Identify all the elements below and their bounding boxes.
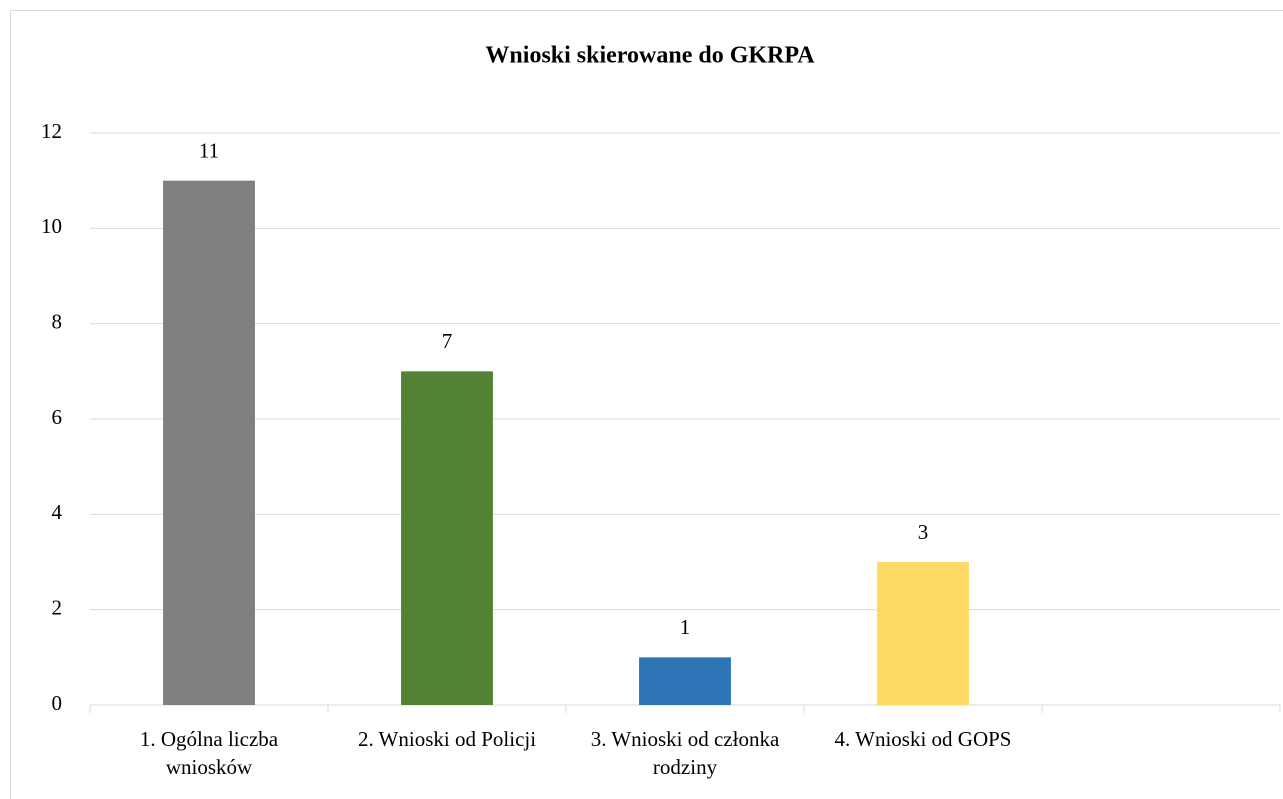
data-label: 3 bbox=[918, 520, 929, 544]
bar bbox=[639, 657, 731, 705]
bar bbox=[401, 371, 493, 705]
chart-title: Wnioski skierowane do GKRPA bbox=[485, 43, 815, 69]
x-tick-label: 4. Wnioski od GOPS bbox=[834, 727, 1012, 751]
y-tick-label: 4 bbox=[52, 500, 63, 524]
y-tick-label: 8 bbox=[52, 309, 63, 333]
bar bbox=[163, 180, 255, 705]
data-label: 7 bbox=[442, 329, 453, 353]
y-tick-label: 6 bbox=[52, 405, 63, 429]
y-tick-label: 2 bbox=[52, 595, 63, 619]
x-tick-label: 3. Wnioski od członka rodziny bbox=[590, 727, 780, 779]
x-tick-label: 2. Wnioski od Policji bbox=[357, 727, 537, 751]
data-label: 1 bbox=[680, 615, 691, 639]
y-tick-label: 0 bbox=[52, 691, 63, 715]
y-tick-label: 12 bbox=[41, 119, 62, 143]
data-label: 11 bbox=[199, 138, 219, 162]
y-tick-label: 10 bbox=[41, 214, 62, 238]
bar bbox=[877, 562, 969, 705]
x-tick-label: 1. Ogólna liczba wniosków bbox=[139, 727, 279, 779]
